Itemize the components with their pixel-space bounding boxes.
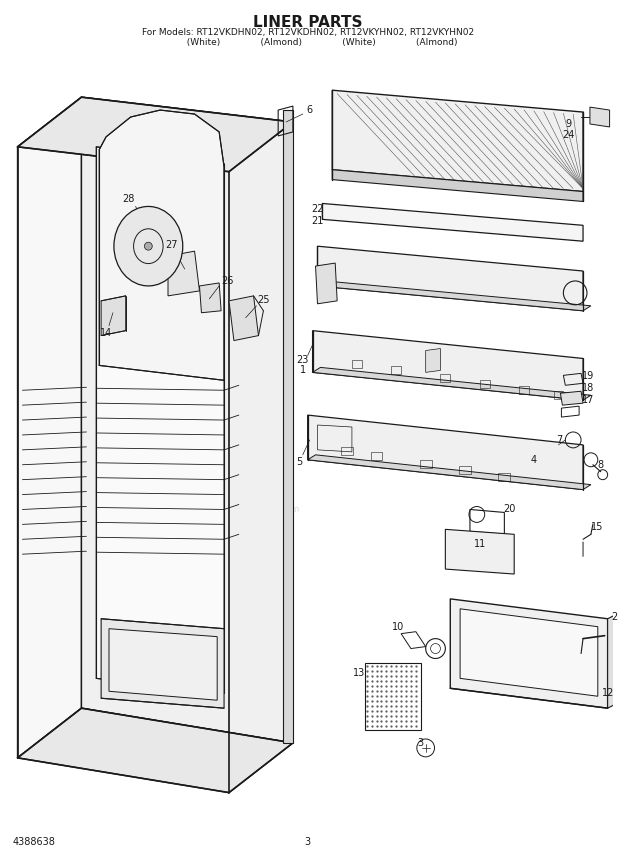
Polygon shape: [17, 98, 81, 758]
Text: 1: 1: [299, 366, 306, 376]
Circle shape: [144, 242, 153, 250]
Text: 4388638: 4388638: [12, 837, 55, 847]
Text: 7: 7: [556, 435, 562, 445]
Text: 27: 27: [166, 241, 178, 250]
Polygon shape: [96, 147, 224, 693]
Text: eReplacementParts.com: eReplacementParts.com: [198, 505, 300, 514]
Text: 24: 24: [562, 130, 575, 140]
Polygon shape: [101, 619, 224, 708]
Polygon shape: [332, 169, 583, 201]
Ellipse shape: [114, 206, 183, 286]
Polygon shape: [322, 204, 583, 241]
Polygon shape: [200, 283, 221, 312]
Text: 13: 13: [353, 669, 365, 679]
Text: 4: 4: [531, 455, 537, 465]
Polygon shape: [229, 296, 259, 341]
Polygon shape: [332, 90, 583, 192]
Text: 9: 9: [565, 119, 572, 129]
Text: 3: 3: [418, 738, 424, 748]
Text: 22: 22: [311, 205, 324, 214]
Polygon shape: [101, 296, 126, 336]
Text: 2: 2: [611, 612, 618, 621]
Text: For Models: RT12VKDHN02, RT12VKDHN02, RT12VKYHN02, RT12VKYHN02: For Models: RT12VKDHN02, RT12VKDHN02, RT…: [141, 27, 474, 37]
Text: LINER PARTS: LINER PARTS: [253, 15, 363, 30]
Text: 23: 23: [296, 355, 309, 366]
Polygon shape: [316, 263, 337, 304]
Text: 14: 14: [100, 328, 112, 337]
Text: 19: 19: [582, 372, 594, 381]
Text: 21: 21: [311, 217, 324, 226]
Polygon shape: [283, 110, 293, 743]
Polygon shape: [317, 247, 583, 311]
Text: 26: 26: [221, 276, 233, 286]
Polygon shape: [312, 367, 591, 401]
Polygon shape: [312, 330, 583, 401]
Polygon shape: [460, 609, 598, 696]
Text: 18: 18: [582, 383, 594, 393]
Text: 11: 11: [474, 539, 486, 550]
Polygon shape: [17, 708, 293, 793]
Polygon shape: [445, 529, 514, 574]
Polygon shape: [168, 251, 200, 296]
Text: 10: 10: [392, 621, 404, 632]
Polygon shape: [308, 415, 583, 490]
Polygon shape: [426, 348, 440, 372]
Polygon shape: [608, 614, 618, 708]
Polygon shape: [17, 98, 293, 172]
Text: 17: 17: [582, 395, 594, 405]
Text: 6: 6: [306, 105, 312, 115]
Polygon shape: [560, 391, 583, 405]
Polygon shape: [308, 455, 591, 490]
Polygon shape: [99, 110, 224, 380]
Polygon shape: [590, 107, 609, 127]
Text: (White)              (Almond)              (White)              (Almond): (White) (Almond) (White) (Almond): [158, 38, 458, 46]
Text: 3: 3: [304, 837, 311, 847]
Text: 8: 8: [598, 460, 604, 470]
Text: 12: 12: [603, 688, 615, 698]
Text: 20: 20: [503, 504, 515, 514]
Text: 5: 5: [296, 457, 303, 467]
Text: 25: 25: [257, 294, 270, 305]
Polygon shape: [109, 628, 217, 700]
Text: 28: 28: [123, 194, 135, 205]
Text: 15: 15: [591, 522, 603, 532]
Polygon shape: [81, 98, 293, 743]
Polygon shape: [317, 281, 591, 311]
Polygon shape: [450, 599, 608, 708]
